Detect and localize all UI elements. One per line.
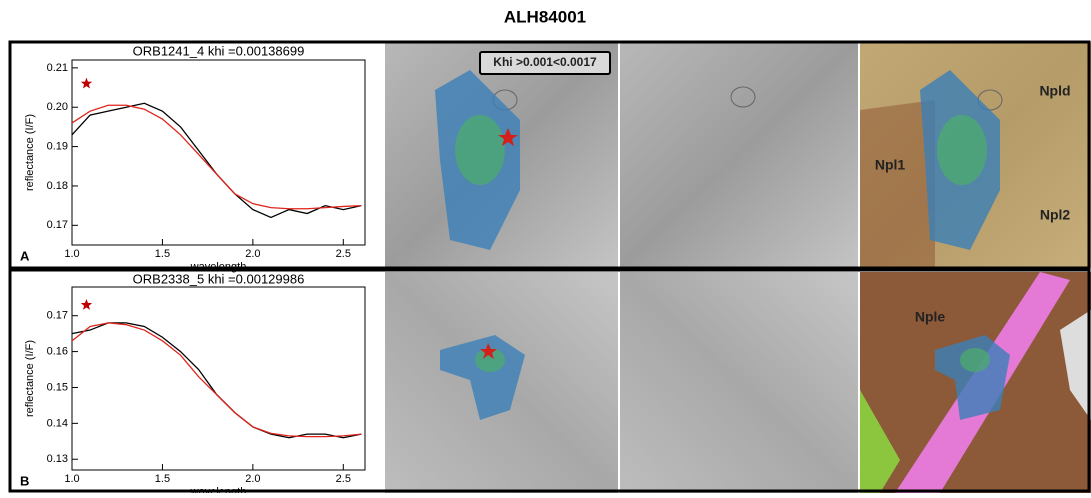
map-label: Nple: [915, 309, 946, 325]
plot-frame: [71, 286, 366, 471]
x-tick-label: 2.5: [336, 248, 351, 260]
y-axis-label: reflectance (I/F): [24, 340, 36, 417]
x-tick-label: 1.0: [64, 473, 79, 485]
data-line: [71, 322, 362, 439]
y-tick-label: 0.14: [47, 417, 68, 429]
y-tick-label: 0.20: [47, 101, 68, 113]
y-tick-label: 0.13: [47, 453, 68, 465]
map-label: Npld: [1039, 83, 1070, 99]
map-label: Khi >0.001<0.0017: [493, 55, 597, 69]
panel-label: A: [20, 248, 30, 263]
x-tick-label: 2.0: [245, 473, 260, 485]
panel-label: B: [20, 473, 29, 488]
figure-title: ALH84001: [504, 7, 586, 26]
y-tick-label: 0.16: [47, 345, 68, 357]
x-tick-label: 1.5: [155, 248, 170, 260]
data-line: [71, 322, 362, 438]
x-tick-label: 2.5: [336, 473, 351, 485]
panel-frame: [8, 40, 1091, 270]
data-line: [71, 102, 362, 219]
x-tick-label: 2.0: [245, 248, 260, 260]
data-line: [71, 104, 362, 210]
y-tick-label: 0.17: [47, 310, 68, 322]
x-tick-label: 1.0: [64, 248, 79, 260]
y-tick-label: 0.19: [47, 141, 68, 153]
map-label: Npl2: [1040, 207, 1071, 223]
panel-frame: [8, 268, 1091, 493]
y-tick-label: 0.15: [47, 381, 68, 393]
chart-title: ORB1241_4 khi =0.00138699: [133, 43, 305, 58]
map-label: Npl1: [875, 157, 906, 173]
star-marker: [80, 298, 93, 310]
x-tick-label: 1.5: [155, 473, 170, 485]
x-axis-label: wavelength: [190, 486, 247, 493]
star-marker: [80, 77, 93, 89]
y-tick-label: 0.17: [47, 219, 68, 231]
chart-title: ORB2338_5 khi =0.00129986: [133, 271, 305, 286]
y-tick-label: 0.18: [47, 180, 68, 192]
plot-frame: [71, 59, 366, 246]
y-axis-label: reflectance (I/F): [24, 114, 36, 191]
x-axis-label: wavelength: [190, 261, 247, 273]
map-panels: [385, 42, 1091, 493]
y-tick-label: 0.21: [47, 62, 68, 74]
